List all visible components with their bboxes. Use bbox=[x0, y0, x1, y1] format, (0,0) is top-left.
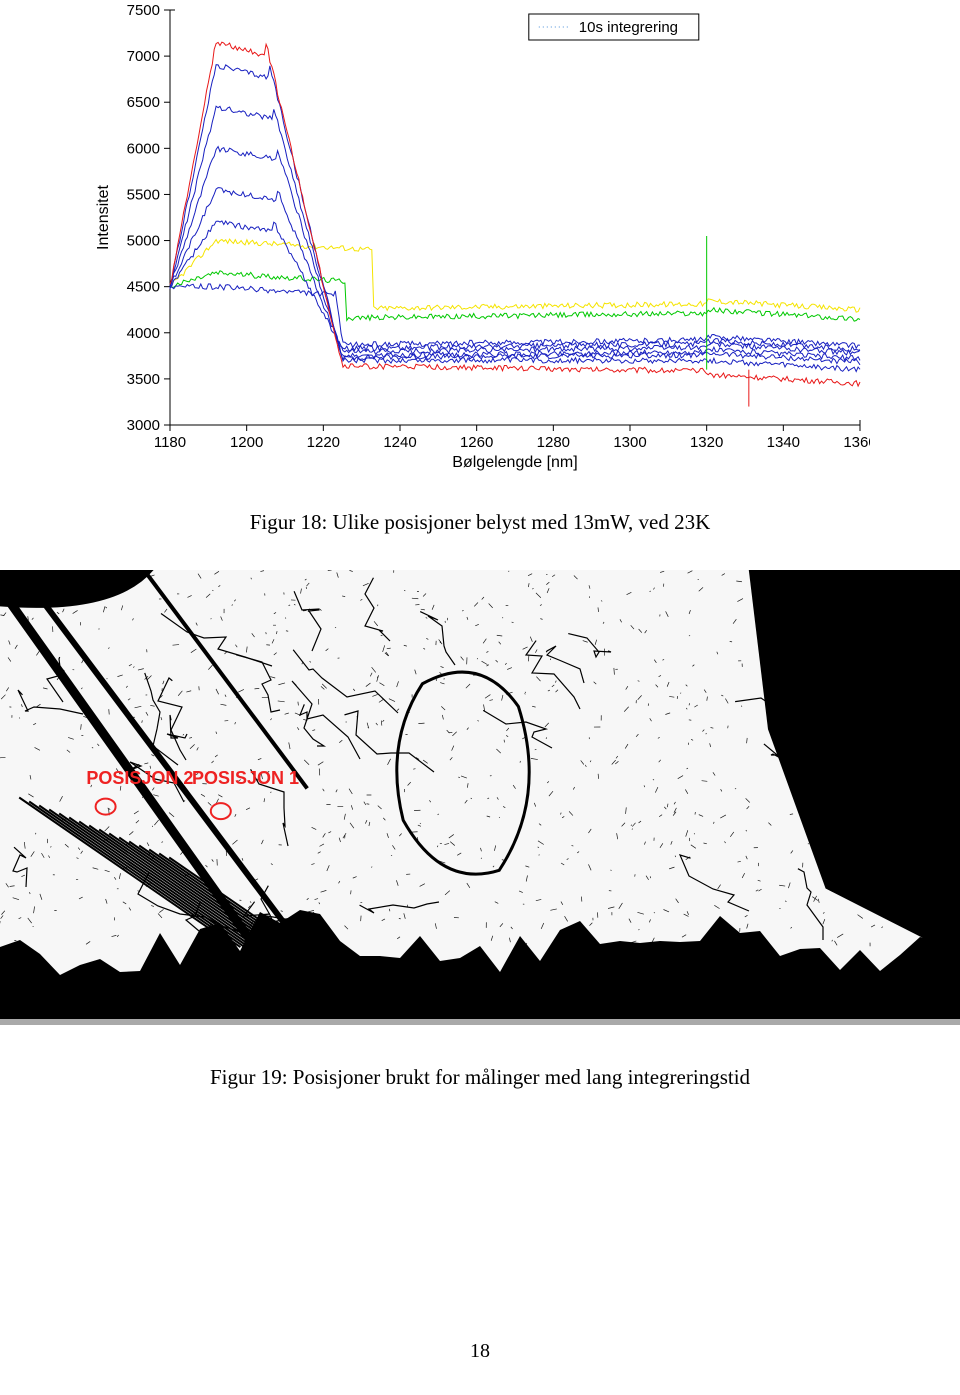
svg-text:4000: 4000 bbox=[127, 325, 160, 342]
svg-text:1340: 1340 bbox=[767, 434, 800, 451]
svg-text:7500: 7500 bbox=[127, 2, 160, 19]
svg-text:7000: 7000 bbox=[127, 48, 160, 65]
figure-18-caption: Figur 18: Ulike posisjoner belyst med 13… bbox=[0, 510, 960, 535]
svg-text:Bølgelengde [nm]: Bølgelengde [nm] bbox=[452, 454, 577, 471]
svg-text:1280: 1280 bbox=[537, 434, 570, 451]
page: 3000 3500 4000 4500 5000 5500 6000 6500 7000 7500… bbox=[0, 0, 960, 1395]
svg-text:10s integrering: 10s integrering bbox=[579, 19, 678, 36]
svg-text:POSISJON 2: POSISJON 2 bbox=[86, 768, 193, 788]
svg-text:POSISJON 1: POSISJON 1 bbox=[192, 768, 299, 788]
svg-text:1360: 1360 bbox=[843, 434, 870, 451]
svg-text:5000: 5000 bbox=[127, 233, 160, 250]
svg-text:5500: 5500 bbox=[127, 186, 160, 203]
svg-text:6500: 6500 bbox=[127, 94, 160, 111]
svg-text:Intensitet: Intensitet bbox=[95, 184, 112, 249]
spectra-chart: 3000 3500 4000 4500 5000 5500 6000 6500 7000 7500… bbox=[90, 0, 870, 480]
micrograph-svg: POSISJON 2POSISJON 1 bbox=[0, 570, 960, 1025]
svg-text:1260: 1260 bbox=[460, 434, 493, 451]
svg-text:6000: 6000 bbox=[127, 140, 160, 157]
svg-text:1320: 1320 bbox=[690, 434, 723, 451]
figure-19-caption: Figur 19: Posisjoner brukt for målinger … bbox=[0, 1065, 960, 1090]
svg-text:4500: 4500 bbox=[127, 279, 160, 296]
svg-text:3500: 3500 bbox=[127, 371, 160, 388]
chart-svg: 3000 3500 4000 4500 5000 5500 6000 6500 7000 7500… bbox=[90, 0, 870, 480]
svg-text:3000: 3000 bbox=[127, 417, 160, 434]
svg-text:1300: 1300 bbox=[613, 434, 646, 451]
svg-text:1180: 1180 bbox=[154, 434, 186, 451]
micrograph: POSISJON 2POSISJON 1 bbox=[0, 570, 960, 1025]
svg-text:1220: 1220 bbox=[307, 434, 340, 451]
page-number: 18 bbox=[0, 1340, 960, 1363]
svg-text:1200: 1200 bbox=[230, 434, 263, 451]
svg-text:1240: 1240 bbox=[383, 434, 416, 451]
